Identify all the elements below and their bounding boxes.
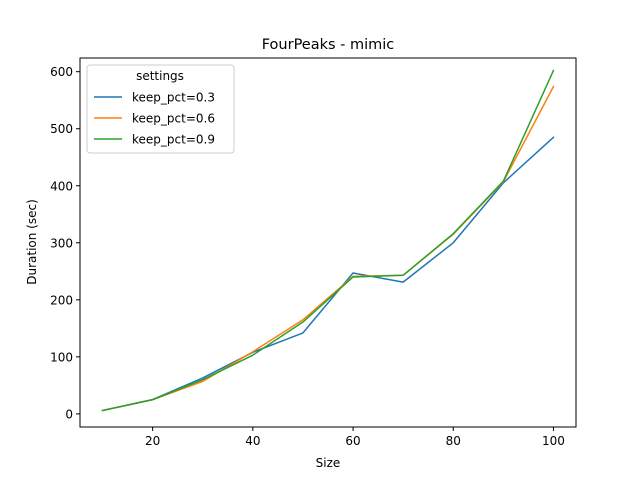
axis-ticks: 20 40 60 80 100 0 100 200 300 400 500 600 (50, 65, 565, 448)
y-tick-label: 500 (50, 122, 73, 136)
x-tick-label: 20 (145, 434, 160, 448)
legend-box (86, 64, 235, 154)
x-tick-label: 100 (542, 434, 565, 448)
y-tick-label: 600 (50, 65, 73, 79)
y-tick-label: 200 (50, 293, 73, 307)
x-axis-label: Size (316, 456, 341, 470)
legend-label: keep_pct=0.6 (132, 112, 215, 126)
plot-frame (79, 57, 577, 428)
series-line-1 (101, 136, 555, 412)
legend-entries: keep_pct=0.3 keep_pct=0.6 keep_pct=0.9 (94, 91, 215, 147)
legend-label: keep_pct=0.3 (132, 91, 215, 105)
y-axis-label: Duration (sec) (25, 199, 39, 285)
series-layer (101, 69, 555, 412)
series-line-3 (101, 69, 555, 412)
y-tick-label: 300 (50, 236, 73, 250)
y-tick-label: 400 (50, 179, 73, 193)
x-tick-label: 40 (245, 434, 260, 448)
chart-title: FourPeaks - mimic (262, 37, 395, 53)
y-tick-label: 100 (50, 350, 73, 364)
x-tick-label: 80 (446, 434, 461, 448)
legend-title: settings (136, 69, 184, 83)
legend: settings keep_pct=0.3keep_pct=0.6keep_pc… (86, 64, 235, 154)
y-tick-label: 0 (65, 407, 73, 421)
x-tick-label: 60 (345, 434, 360, 448)
legend-label: keep_pct=0.9 (132, 133, 215, 147)
